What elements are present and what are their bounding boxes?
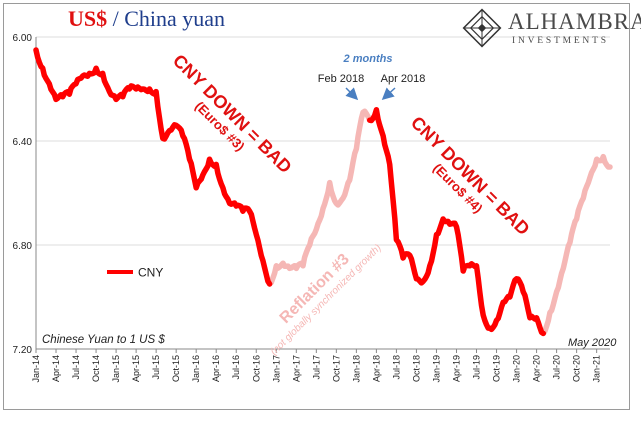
x-tick-label: Apr-19 [451,355,461,382]
x-tick-label: Jan-15 [111,355,121,383]
x-tick-label: Apr-15 [131,355,141,382]
x-tick-label: Jul-15 [151,355,161,380]
series-line-faded [540,153,613,337]
annotation-cny-down-3: CNY DOWN = BAD (Euro$ #3) [169,50,296,177]
annotation-may-2020: May 2020 [568,337,617,349]
x-tick-label: Apr-18 [371,355,381,382]
arrow-apr-2018 [381,87,396,101]
x-tick-label: Jul-18 [391,355,401,380]
x-tick-label: Jan-20 [512,355,522,383]
x-tick-label: Oct-16 [251,355,261,382]
x-tick-label: Jan-17 [271,355,281,383]
x-tick-label: Oct-14 [91,355,101,382]
x-tick-label: Apr-17 [291,355,301,382]
title-rest: / China yuan [107,6,226,31]
series-line-cny [33,47,273,287]
logo-sub: INVESTMENTS [512,36,609,46]
x-tick-label: Jul-20 [552,355,562,380]
x-axis: Jan-14 Apr-14 Jul-14 Oct-14 Jan-15 Apr-15 Jul-… [31,348,610,383]
y-tick-label: 6.40 [13,137,33,148]
x-tick-label: Apr-14 [51,355,61,382]
bottom-left-note: Chinese Yuan to 1 US $ [42,334,165,346]
x-tick-label: Jul-19 [472,355,482,380]
annotation-apr-2018: Apr 2018 [381,73,426,85]
x-tick-label: Jan-21 [592,355,602,383]
chart-title: US$ / China yuan [68,6,225,32]
x-tick-label: Jul-17 [311,355,321,380]
annotation-reflation-3: Reflation #3 (not globally synchronized … [269,243,384,358]
annotation-feb-2018: Feb 2018 [318,73,364,85]
series-line-cny [366,107,547,337]
series-line-faded [266,108,373,287]
x-tick-label: Jul-14 [71,355,81,380]
annotation-cny-down-4-title: CNY DOWN = BAD [407,112,534,239]
legend: CNY [107,266,163,280]
x-tick-label: Jul-16 [231,355,241,380]
annotation-cny-down-4: CNY DOWN = BAD (Euro$ #4) [407,112,534,239]
y-tick-label: 6.80 [13,241,33,252]
title-currency: US$ [68,6,108,31]
logo-name: ALHAMBRA [508,9,641,34]
x-tick-label: Oct-19 [492,355,502,382]
geometric-diamond-icon [462,8,502,48]
legend-label: CNY [138,266,163,280]
annotation-reflation-3-sub: (not globally synchronized growth) [269,243,384,358]
x-tick-label: Jan-19 [431,355,441,383]
chart-frame [3,3,630,410]
y-axis: 6.00 6.40 6.80 7.20 [13,33,37,356]
arrow-feb-2018 [345,87,359,101]
x-tick-label: Jan-18 [351,355,361,383]
y-tick-label: 7.20 [13,345,33,356]
x-tick-label: Apr-16 [211,355,221,382]
alhambra-logo: ALHAMBRA INVESTMENTS [462,8,641,48]
x-tick-label: Oct-15 [171,355,181,382]
x-tick-label: Jan-14 [31,355,41,383]
x-tick-label: Oct-18 [411,355,421,382]
x-tick-label: Apr-20 [532,355,542,382]
x-tick-label: Jan-16 [191,355,201,383]
x-tick-label: Oct-20 [572,355,582,382]
annotation-two-months: 2 months [343,53,393,65]
y-tick-label: 6.00 [13,33,33,44]
series-layer [33,47,613,337]
x-tick-label: Oct-17 [331,355,341,382]
